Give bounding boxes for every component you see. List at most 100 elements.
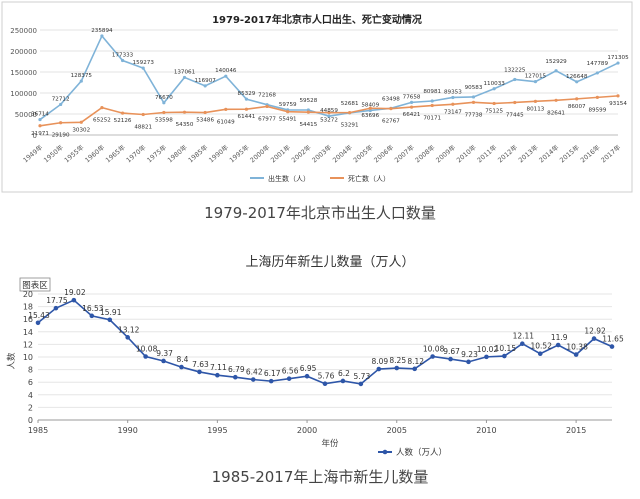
chart2-point (466, 359, 471, 365)
beijing-birth-death-chart: 1979-2017年北京市人口出生、死亡变动情况 0 50000 100000 150… (1, 1, 633, 193)
chart1-data-label: 77445 (506, 112, 524, 118)
chart1-data-label: 55491 (279, 117, 297, 123)
chart2-y-tick: 18 (23, 303, 33, 312)
chart1-data-label: 53291 (341, 123, 359, 129)
chart1-point (286, 110, 290, 114)
chart1-point (244, 107, 249, 111)
chart1-data-label: 21971 (31, 131, 49, 137)
chart2-point (340, 378, 346, 384)
chart1-data-label: 93154 (609, 101, 627, 107)
chart1-point (492, 87, 496, 91)
chart2-point (537, 351, 543, 357)
chart1-point (533, 99, 538, 103)
chart1-data-label: 63498 (382, 96, 400, 102)
chart2-y-tick: 8 (28, 366, 33, 375)
chart1-data-label: 86007 (568, 104, 586, 110)
chart1-data-label: 72168 (258, 93, 276, 99)
chart2-data-label: 6.79 (228, 365, 245, 374)
chart2-data-label: 9.67 (443, 347, 460, 356)
chart2-data-label: 8.4 (177, 355, 189, 364)
chart2-point (197, 369, 202, 375)
chart2-x-tick: 2010 (476, 426, 496, 435)
chart1-point (100, 34, 104, 38)
chart1-data-label: 70171 (423, 116, 441, 122)
chart1-data-label: 61049 (217, 119, 235, 125)
chart2-data-label: 6.17 (264, 369, 281, 378)
chart1-point (409, 100, 414, 104)
chart1-data-label: 85329 (238, 91, 256, 97)
chart2-data-label: 6.95 (300, 364, 317, 373)
chart1-point (38, 117, 42, 122)
chart2-point (250, 377, 256, 382)
chart1-point (265, 104, 269, 109)
chart1-data-label: 152929 (545, 59, 567, 65)
chart1-data-label: 235894 (91, 28, 113, 34)
chart2-data-label: 10.15 (495, 344, 517, 353)
chart1-point (306, 110, 310, 114)
chart2-data-label: 15.43 (28, 311, 50, 320)
chart2-y-tick: 10 (23, 353, 33, 362)
chart1-point (616, 94, 620, 98)
chart1-data-label: 54350 (176, 122, 194, 128)
chart2-point (143, 354, 148, 359)
chart1-data-label: 48821 (134, 124, 152, 130)
chart1-point (348, 111, 352, 115)
chart2-data-label: 10.52 (531, 342, 553, 351)
chart1-data-label: 159273 (133, 60, 155, 66)
chart1-data-label: 36714 (31, 112, 49, 118)
chart1-data-label: 59528 (299, 98, 317, 104)
chart1-y-tick: 250000 (10, 27, 37, 35)
chart-area-badge-label: 图表区 (22, 280, 48, 291)
chart1-point (162, 101, 166, 105)
chart1-point (368, 106, 372, 110)
chart2-point (125, 335, 130, 340)
chart1-data-label: 82641 (547, 110, 565, 116)
chart2-point (520, 341, 525, 347)
chart1-data-label: 29190 (52, 133, 70, 139)
chart1-data-label: 65252 (93, 118, 111, 124)
chart1-data-label: 75125 (485, 108, 503, 114)
chart1-point (430, 99, 434, 103)
chart2-point (304, 373, 310, 379)
chart1-data-label: 62767 (382, 119, 400, 125)
chart2-point (376, 366, 382, 372)
chart2-point (555, 342, 561, 348)
chart2-data-label: 8.12 (407, 357, 424, 366)
chart1-point (430, 103, 434, 108)
chart2-point (286, 376, 292, 381)
chart1-data-label: 66421 (403, 112, 421, 118)
chart1-y-tick: 100000 (10, 90, 37, 98)
chart1-point (327, 114, 331, 118)
chart2-point (609, 344, 615, 349)
chart2-x-tick: 1990 (118, 426, 138, 435)
chart1-point (409, 105, 414, 109)
chart1-point (595, 71, 599, 75)
chart1-point (451, 102, 455, 106)
chart2-data-label: 6.42 (246, 368, 263, 377)
chart1-data-label: 110033 (483, 81, 505, 87)
chart2-data-label: 7.63 (192, 360, 209, 369)
chart2-y-tick: 16 (23, 315, 33, 324)
chart1-point (554, 98, 558, 102)
chart1-point (533, 80, 538, 84)
chart1-point (513, 100, 517, 105)
chart2-y-tick: 20 (23, 290, 33, 299)
chart1-data-label: 52681 (341, 101, 359, 107)
chart1-y-tick: 50000 (15, 111, 37, 119)
chart2-data-label: 6.2 (338, 369, 350, 378)
chart2-point (215, 372, 220, 378)
chart2-data-label: 17.75 (46, 296, 68, 305)
chart1-data-label: 76670 (155, 95, 173, 101)
chart2-point (412, 366, 417, 372)
chart1-data-label: 80113 (527, 106, 545, 112)
chart1-point (100, 105, 104, 110)
chart-area-badge (19, 277, 51, 292)
chart1-point (368, 108, 372, 113)
chart1-point (224, 74, 228, 78)
chart1-point (575, 97, 579, 101)
chart2-data-label: 5.76 (318, 372, 335, 381)
chart2-data-label: 10.02 (477, 345, 499, 354)
shanghai-chart-caption: 1985-2017年上海市新生儿数量 (211, 468, 429, 486)
chart2-point (430, 354, 435, 359)
chart2-x-tick: 2000 (297, 426, 317, 435)
